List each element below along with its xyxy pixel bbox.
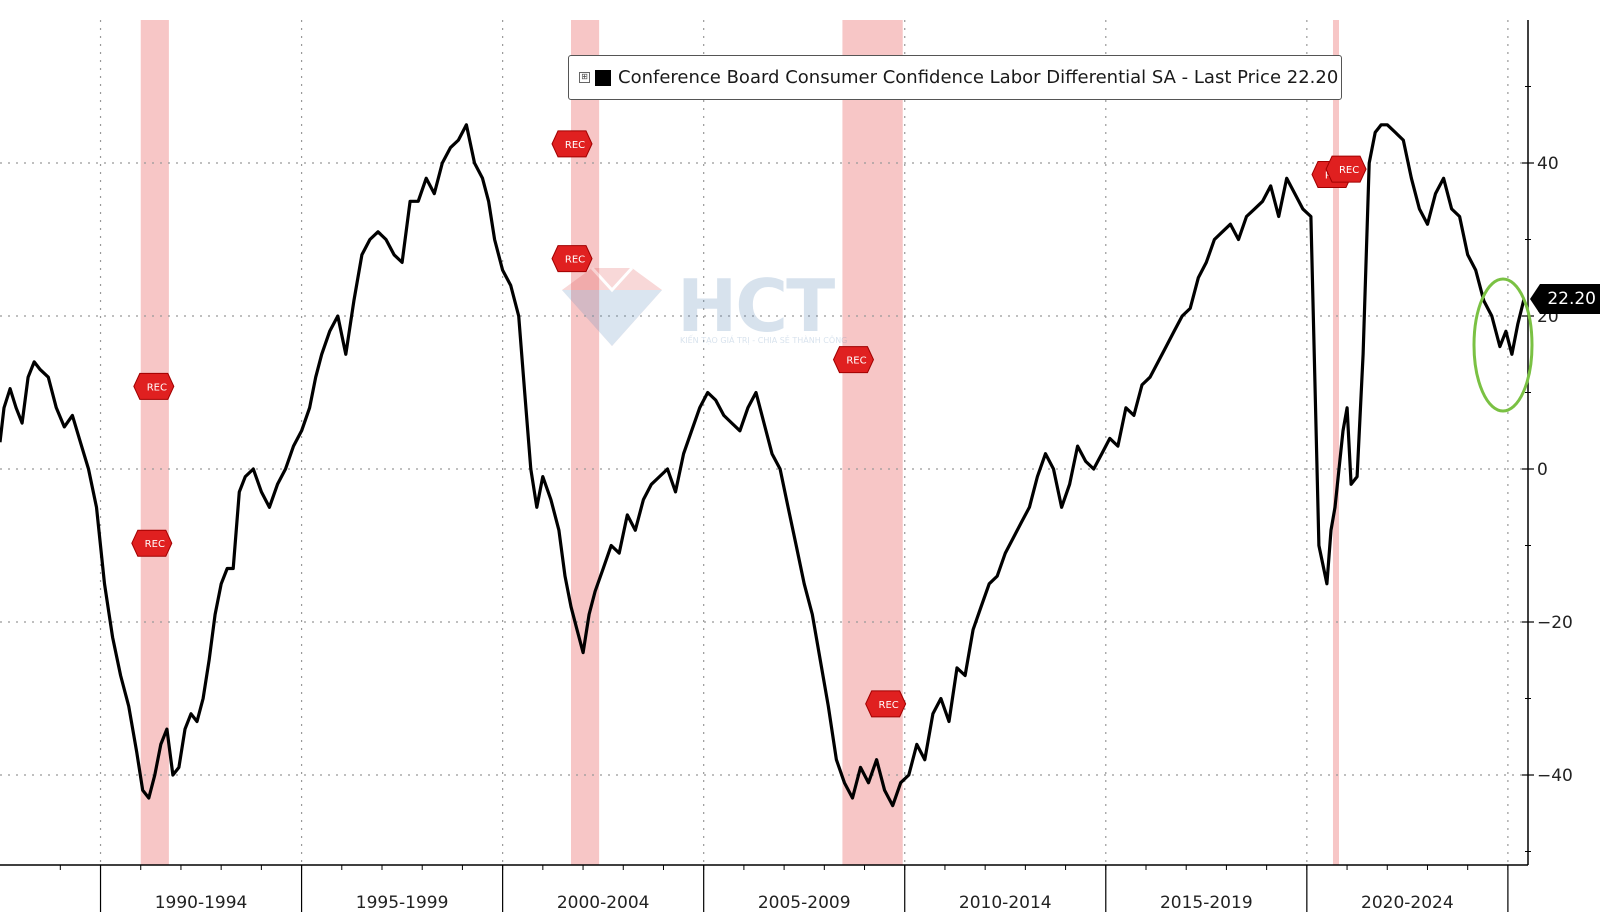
recession-band (1332, 20, 1340, 865)
rec-marker-label: REC (147, 382, 167, 393)
grid-lines (0, 20, 1528, 865)
series-layer (0, 123, 1526, 808)
legend: ⊞ Conference Board Consumer Confidence L… (568, 55, 1342, 100)
rec-marker-shape (1325, 155, 1367, 183)
series-line (0, 123, 1526, 808)
rec-marker-label: REC (879, 700, 899, 711)
y-tick-label: 0 (1537, 460, 1548, 480)
recession-band (570, 20, 600, 865)
legend-toggle-icon[interactable]: ⊞ (579, 72, 590, 83)
legend-swatch (595, 69, 611, 86)
x-period-label: 1995-1999 (356, 893, 449, 912)
rec-marker-label: REC (1339, 165, 1359, 176)
x-period-label: 2000-2004 (557, 893, 650, 912)
x-period-label: 2010-2014 (959, 893, 1052, 912)
legend-label: Conference Board Consumer Confidence Lab… (618, 67, 1339, 88)
rec-marker-label: REC (565, 255, 585, 266)
x-period-label: 2015-2019 (1160, 893, 1253, 912)
y-tick-label: −40 (1537, 766, 1573, 786)
x-period-label: 2005-2009 (758, 893, 851, 912)
highlight-ellipse (1472, 277, 1534, 413)
rec-marker-shape (131, 529, 173, 557)
y-tick-label: 40 (1537, 154, 1559, 174)
rec-marker-shape (865, 690, 907, 718)
x-period-label: 2020-2024 (1361, 893, 1454, 912)
rec-marker-shape (551, 245, 593, 273)
recession-markers: RECRECRECRECRECRECRECREC (131, 130, 1367, 718)
recession-band (140, 20, 169, 865)
y-tick-label: −20 (1537, 613, 1573, 633)
last-price-tag: 22.20 (1530, 284, 1600, 314)
rec-marker-shape (551, 130, 593, 158)
recession-shading (140, 20, 1340, 865)
rec-marker-shape (133, 372, 175, 400)
rec-marker-shape (832, 346, 875, 374)
x-period-label: 1990-1994 (155, 893, 248, 912)
rec-marker-label: REC (565, 140, 585, 151)
recession-band (842, 20, 903, 865)
rec-marker-label: REC (846, 356, 866, 367)
rec-marker-label: REC (145, 539, 165, 550)
